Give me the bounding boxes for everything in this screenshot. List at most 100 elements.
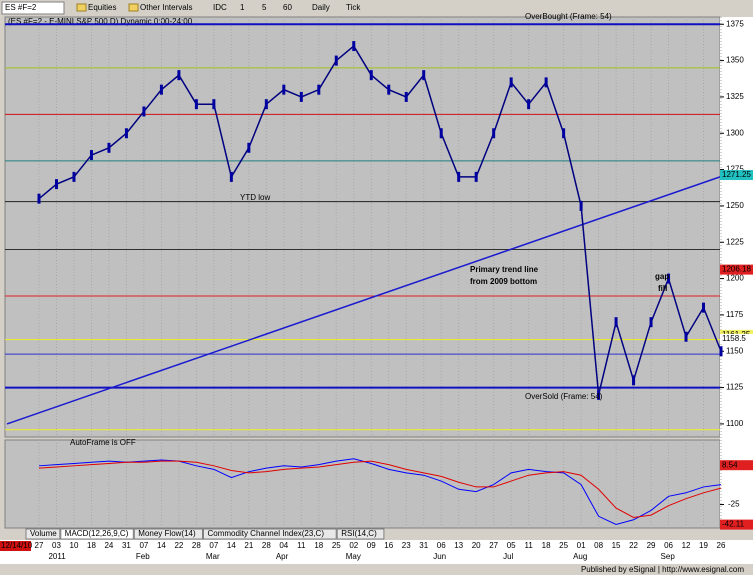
price-tag [720, 264, 753, 275]
macd-line [38, 460, 722, 518]
price-bar [89, 150, 93, 161]
toolbar [0, 0, 753, 16]
pane-tab[interactable] [133, 528, 203, 540]
date-axis [0, 540, 753, 564]
price-bar [597, 389, 601, 400]
price-bar [142, 106, 146, 117]
toolbar-button[interactable]: 1 [240, 3, 245, 12]
x-tick-label: 13 [454, 541, 463, 550]
x-tick-label: 03 [52, 541, 61, 550]
y-tick-label: 1250 [726, 201, 744, 210]
chart-title: (ES #F=2 - E-MINI S&P 500 D) Dynamic 0:0… [8, 17, 193, 26]
pane-tab-label[interactable]: Volume [30, 529, 57, 538]
price-bar [72, 171, 76, 182]
toolbar-button[interactable]: IDC [213, 3, 227, 12]
x-month-label: Jun [433, 552, 446, 561]
y-tick-label: -25 [728, 500, 740, 509]
toolbar-button[interactable]: Equities [88, 3, 116, 12]
x-tick-label: 25 [332, 541, 341, 550]
x-tick-label: 18 [542, 541, 551, 550]
price-bar [422, 70, 426, 81]
pane-tab-label[interactable]: Commodity Channel Index(23,C) [208, 529, 325, 538]
toolbar-button[interactable]: Tick [346, 3, 361, 12]
price-bar [562, 128, 566, 139]
annotation: OverBought (Frame: 54) [525, 12, 612, 21]
price-bar [194, 99, 198, 110]
y-tick-label: 1125 [726, 383, 744, 392]
price-bar [177, 70, 181, 81]
start-date-box [0, 541, 31, 551]
pane-tab[interactable] [203, 528, 337, 540]
x-tick-label: 01 [577, 541, 586, 550]
price-bar [282, 84, 286, 95]
price-bar [264, 99, 268, 110]
price-tag [720, 170, 753, 181]
symbol-input[interactable]: ES #F=2 [5, 3, 37, 12]
y-tick-label: 1300 [726, 128, 744, 137]
price-bar [352, 41, 356, 52]
annotation: OverSold (Frame: 54) [525, 392, 603, 401]
x-tick-label: 06 [664, 541, 673, 550]
x-tick-label: 08 [594, 541, 603, 550]
toolbar-button[interactable]: 60 [283, 3, 292, 12]
x-month-label: Sep [661, 552, 676, 561]
x-tick-label: 31 [419, 541, 428, 550]
pane-tab-label[interactable]: RSI(14,C) [341, 529, 377, 538]
x-tick-label: 27 [489, 541, 498, 550]
x-tick-label: 22 [174, 541, 183, 550]
price-bar [667, 273, 671, 284]
y-tick-label: 1150 [726, 346, 744, 355]
price-tag-label: 1158.5 [722, 334, 746, 343]
pane-tab[interactable] [336, 528, 385, 540]
x-month-label: May [346, 552, 361, 561]
x-tick-label: 16 [384, 541, 393, 550]
x-tick-label: 26 [717, 541, 726, 550]
price-bar [527, 99, 531, 110]
y-tick-label: 1100 [726, 419, 744, 428]
x-tick-label: 29 [647, 541, 656, 550]
price-bar [159, 84, 163, 95]
x-tick-label: 14 [227, 541, 236, 550]
price-bar [439, 128, 443, 139]
pane-tab[interactable] [25, 528, 61, 540]
x-month-label: Feb [136, 552, 150, 561]
folder-icon [128, 3, 139, 12]
toolbar-button[interactable]: Daily [312, 3, 330, 12]
price-bar [299, 91, 303, 102]
annotation: from 2009 bottom [470, 277, 537, 286]
x-month-label: Jul [503, 552, 513, 561]
pane-tab-label[interactable]: Money Flow(14) [138, 529, 196, 538]
price-bar [544, 77, 548, 88]
x-tick-label: 04 [279, 541, 288, 550]
price-bar [212, 99, 216, 110]
toolbar-button[interactable]: 5 [262, 3, 267, 12]
price-bar [649, 317, 653, 328]
x-tick-label: 18 [314, 541, 323, 550]
x-tick-label: 10 [70, 541, 79, 550]
macd-tag-label: -42.11 [722, 520, 745, 529]
symbol-box[interactable] [1, 1, 65, 15]
start-date: 12/14/10 [1, 541, 33, 550]
toolbar-button[interactable]: Other Intervals [140, 3, 192, 12]
price-bar [579, 200, 583, 211]
y-tick-label: 1375 [726, 19, 744, 28]
price-tag [720, 333, 753, 344]
y-tick-label: 1325 [726, 92, 744, 101]
trend-line [6, 176, 721, 425]
x-tick-label: 07 [139, 541, 148, 550]
price-bar [54, 179, 58, 190]
footer-bar [0, 564, 753, 575]
price-bar [317, 84, 321, 95]
y-tick-label: 1175 [726, 310, 744, 319]
price-bar [457, 171, 461, 182]
macd-tag-label: 8.54 [722, 460, 738, 469]
pane-tab[interactable] [60, 528, 134, 540]
price-bar [369, 70, 373, 81]
x-tick-label: 23 [402, 541, 411, 550]
x-tick-label: 28 [262, 541, 271, 550]
pane-tab-label[interactable]: MACD(12,26,9,C) [65, 529, 129, 538]
x-tick-label: 15 [612, 541, 621, 550]
x-tick-label: 12 [682, 541, 691, 550]
x-tick-label: 21 [244, 541, 253, 550]
